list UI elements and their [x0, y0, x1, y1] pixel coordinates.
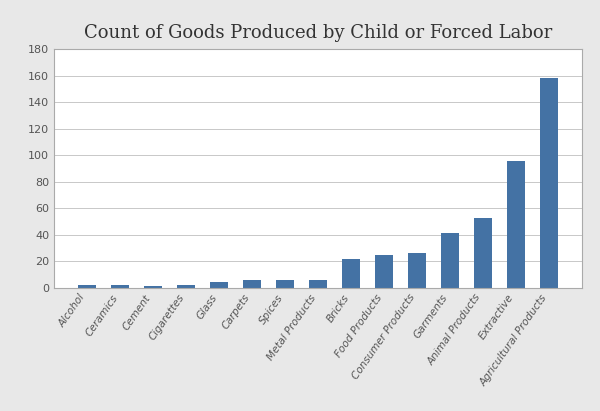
Bar — [111, 285, 129, 288]
Bar — [474, 217, 492, 288]
Bar — [78, 285, 96, 288]
Bar — [309, 280, 327, 288]
Bar — [540, 79, 558, 288]
Bar — [243, 280, 261, 288]
Title: Count of Goods Produced by Child or Forced Labor: Count of Goods Produced by Child or Forc… — [84, 24, 552, 42]
Bar — [507, 161, 525, 288]
Bar — [375, 254, 393, 288]
Bar — [144, 286, 162, 288]
Bar — [342, 259, 360, 288]
Bar — [276, 280, 294, 288]
Bar — [177, 285, 195, 288]
Bar — [408, 253, 426, 288]
Bar — [210, 282, 228, 288]
Bar — [441, 233, 459, 288]
